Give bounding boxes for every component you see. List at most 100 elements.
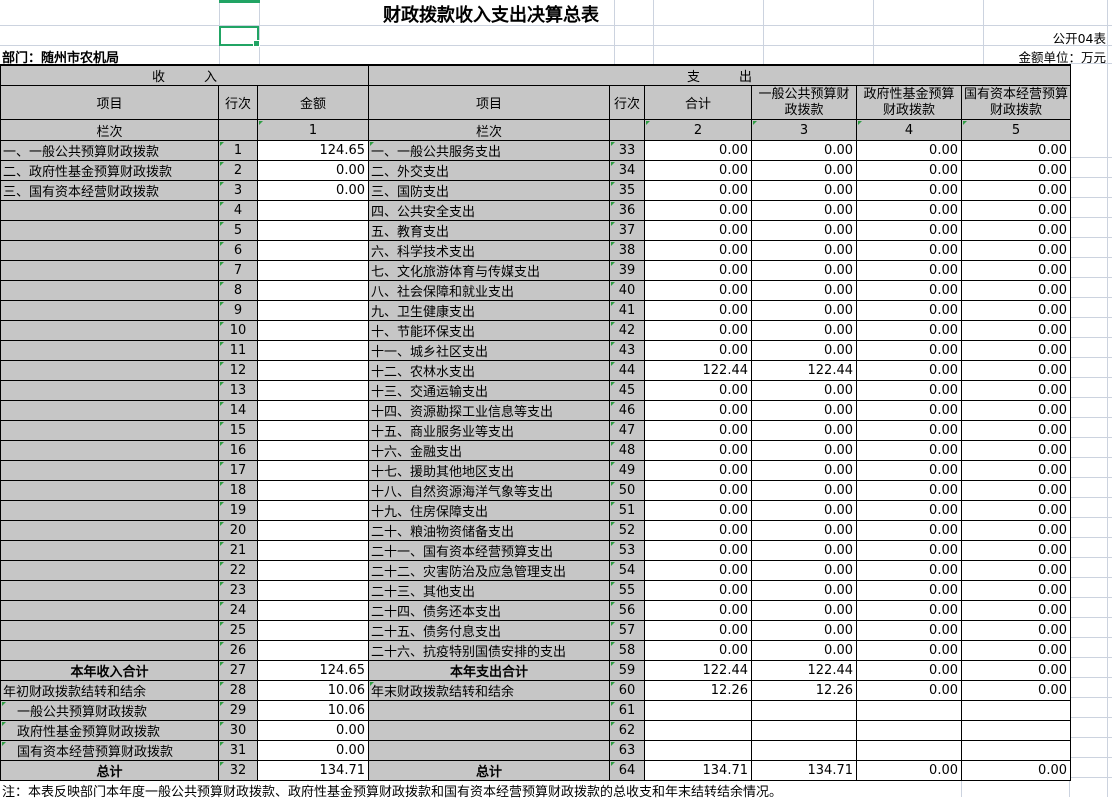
expenditure-value-cell[interactable]: 0.00	[645, 221, 751, 240]
expenditure-value-cell[interactable]: 0.00	[857, 361, 961, 380]
expenditure-rowno-cell[interactable]: 39	[610, 261, 644, 280]
expenditure-rowno-cell[interactable]: 47	[610, 421, 644, 440]
income-amount-cell[interactable]	[258, 421, 368, 440]
expenditure-item-cell[interactable]: 二十一、国有资本经营预算支出	[369, 541, 609, 560]
income-rowno-cell[interactable]: 27	[219, 661, 257, 680]
expenditure-rowno-cell[interactable]: 55	[610, 581, 644, 600]
expenditure-rowno-cell[interactable]: 54	[610, 561, 644, 580]
expenditure-item-cell[interactable]: 十三、交通运输支出	[369, 381, 609, 400]
income-rowno-cell[interactable]: 23	[219, 581, 257, 600]
expenditure-value-cell[interactable]: 0.00	[645, 621, 751, 640]
expenditure-item-cell[interactable]: 十五、商业服务业等支出	[369, 421, 609, 440]
expenditure-value-cell[interactable]: 0.00	[752, 461, 856, 480]
expenditure-rowno-cell[interactable]: 36	[610, 201, 644, 220]
expenditure-value-cell[interactable]: 0.00	[752, 481, 856, 500]
expenditure-rowno-cell[interactable]: 34	[610, 161, 644, 180]
expenditure-value-cell[interactable]: 0.00	[645, 201, 751, 220]
expenditure-value-cell[interactable]: 0.00	[645, 461, 751, 480]
expenditure-value-cell[interactable]: 0.00	[962, 441, 1070, 460]
fill-handle[interactable]	[253, 40, 260, 47]
expenditure-value-cell[interactable]: 0.00	[752, 641, 856, 660]
income-item-cell[interactable]	[1, 521, 218, 540]
expenditure-value-cell[interactable]: 0.00	[857, 561, 961, 580]
income-amount-cell[interactable]: 124.65	[258, 661, 368, 680]
income-rowno-cell[interactable]: 15	[219, 421, 257, 440]
expenditure-item-cell[interactable]: 十七、援助其他地区支出	[369, 461, 609, 480]
expenditure-value-cell[interactable]: 0.00	[752, 601, 856, 620]
expenditure-value-cell[interactable]	[962, 741, 1070, 760]
expenditure-value-cell[interactable]: 0.00	[962, 681, 1070, 700]
expenditure-value-cell[interactable]: 0.00	[752, 161, 856, 180]
income-rowno-header[interactable]: 行次	[219, 86, 257, 119]
income-amount-cell[interactable]: 0.00	[258, 721, 368, 740]
expenditure-rowno-cell[interactable]: 58	[610, 641, 644, 660]
expenditure-item-cell[interactable]	[369, 741, 609, 760]
income-amount-cell[interactable]	[258, 201, 368, 220]
income-item-cell[interactable]: 总计	[1, 761, 218, 780]
expenditure-value-cell[interactable]: 0.00	[752, 141, 856, 160]
income-item-cell[interactable]	[1, 341, 218, 360]
unit-note-cell[interactable]: 金额单位：万元	[1018, 50, 1106, 65]
expenditure-value-cell[interactable]: 134.71	[645, 761, 751, 780]
expenditure-rowno-cell[interactable]: 46	[610, 401, 644, 420]
income-rowno-cell[interactable]: 31	[219, 741, 257, 760]
expenditure-value-cell[interactable]: 0.00	[752, 221, 856, 240]
expenditure-value-cell[interactable]: 12.26	[645, 681, 751, 700]
income-item-cell[interactable]: 二、政府性基金预算财政拨款	[1, 161, 218, 180]
state-capital-header[interactable]: 国有资本经营预算财政拨款	[962, 86, 1070, 119]
expenditure-value-cell[interactable]: 0.00	[857, 521, 961, 540]
expenditure-item-cell[interactable]: 二十四、债务还本支出	[369, 601, 609, 620]
income-rowno-cell[interactable]: 17	[219, 461, 257, 480]
expenditure-value-cell[interactable]: 0.00	[752, 521, 856, 540]
expenditure-value-cell[interactable]: 0.00	[857, 401, 961, 420]
expenditure-item-cell[interactable]: 年末财政拨款结转和结余	[369, 681, 609, 700]
expenditure-value-cell[interactable]	[645, 701, 751, 720]
col-index-cell[interactable]: 5	[962, 120, 1070, 140]
expenditure-value-cell[interactable]: 0.00	[645, 401, 751, 420]
expenditure-item-cell[interactable]: 二、外交支出	[369, 161, 609, 180]
expenditure-value-cell[interactable]: 0.00	[962, 421, 1070, 440]
expenditure-rowno-cell[interactable]: 63	[610, 741, 644, 760]
expenditure-value-cell[interactable]: 0.00	[962, 541, 1070, 560]
expenditure-value-cell[interactable]	[962, 721, 1070, 740]
income-item-cell[interactable]	[1, 481, 218, 500]
income-amount-cell[interactable]	[258, 541, 368, 560]
expenditure-value-cell[interactable]: 0.00	[857, 321, 961, 340]
expenditure-value-cell[interactable]: 0.00	[857, 761, 961, 780]
expenditure-value-cell[interactable]: 0.00	[962, 181, 1070, 200]
expenditure-value-cell[interactable]	[857, 701, 961, 720]
expenditure-rowno-cell[interactable]: 44	[610, 361, 644, 380]
expenditure-value-cell[interactable]: 0.00	[962, 381, 1070, 400]
income-rowno-cell[interactable]: 21	[219, 541, 257, 560]
income-rowno-cell[interactable]: 24	[219, 601, 257, 620]
income-item-cell[interactable]	[1, 461, 218, 480]
income-amount-cell[interactable]	[258, 621, 368, 640]
expenditure-rowno-cell[interactable]: 33	[610, 141, 644, 160]
expenditure-value-cell[interactable]: 0.00	[962, 481, 1070, 500]
col-index-cell[interactable]: 1	[258, 120, 368, 140]
expenditure-value-cell[interactable]: 0.00	[962, 661, 1070, 680]
expenditure-value-cell[interactable]: 0.00	[857, 261, 961, 280]
expenditure-value-cell[interactable]: 0.00	[645, 181, 751, 200]
income-amount-cell[interactable]	[258, 561, 368, 580]
income-item-cell[interactable]	[1, 261, 218, 280]
expenditure-value-cell[interactable]: 0.00	[962, 761, 1070, 780]
income-rowno-cell[interactable]: 2	[219, 161, 257, 180]
income-rowno-cell[interactable]: 25	[219, 621, 257, 640]
income-item-cell[interactable]	[1, 441, 218, 460]
income-rowno-cell[interactable]: 29	[219, 701, 257, 720]
income-item-cell[interactable]	[1, 601, 218, 620]
income-item-cell[interactable]	[1, 381, 218, 400]
expenditure-value-cell[interactable]: 0.00	[857, 441, 961, 460]
income-section-header[interactable]: 收 入	[1, 66, 368, 85]
expenditure-rowno-cell[interactable]: 64	[610, 761, 644, 780]
expenditure-value-cell[interactable]: 0.00	[857, 141, 961, 160]
selected-cell[interactable]	[219, 26, 260, 47]
income-rowno-cell[interactable]: 28	[219, 681, 257, 700]
income-item-cell[interactable]	[1, 321, 218, 340]
expenditure-item-cell[interactable]: 九、卫生健康支出	[369, 301, 609, 320]
expenditure-rowno-cell[interactable]: 35	[610, 181, 644, 200]
income-item-cell[interactable]	[1, 581, 218, 600]
expenditure-value-cell[interactable]: 0.00	[752, 541, 856, 560]
income-rowno-cell[interactable]: 7	[219, 261, 257, 280]
